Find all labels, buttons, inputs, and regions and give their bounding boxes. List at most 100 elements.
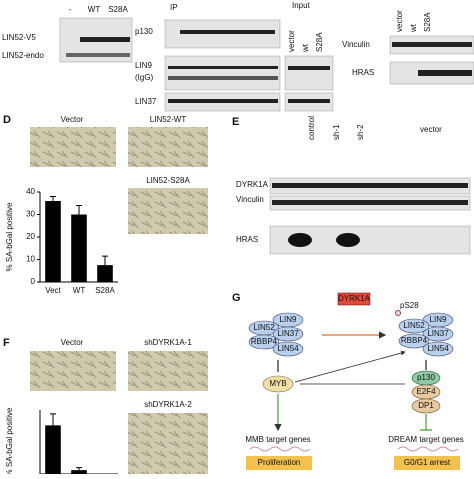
- subunit: [422, 341, 454, 357]
- band: [392, 42, 472, 47]
- bar: [71, 470, 87, 474]
- row-label: LIN9: [135, 61, 152, 70]
- subunit: [398, 318, 430, 334]
- image-label: shDYRK1A-2: [144, 400, 192, 409]
- row-label: p130: [135, 27, 153, 36]
- y-tick-label: 0: [31, 277, 36, 286]
- inhibition: [420, 414, 432, 431]
- subunit-label: LIN54: [277, 344, 299, 353]
- subunit: [422, 326, 454, 342]
- blot: [284, 55, 334, 91]
- panel-b: IP p130 LIN9 (IgG) LIN37 Input vector wt…: [135, 1, 334, 112]
- panel-letter: F: [3, 337, 10, 349]
- band: [288, 233, 312, 247]
- subunit-label: RBBP4: [401, 336, 428, 345]
- bar: [97, 265, 113, 282]
- panel-letter: D: [3, 114, 11, 126]
- arrow: [294, 350, 406, 383]
- band: [80, 37, 130, 42]
- phospho-label: pS28: [400, 301, 419, 310]
- row-label: DYRK1A: [236, 180, 269, 189]
- panel-d: D Vector LIN52-WT LIN52-S28A: [3, 114, 208, 234]
- group-label: vector: [420, 125, 442, 134]
- target-label: DREAM target genes: [388, 435, 464, 444]
- band: [336, 233, 360, 247]
- row-label: Vinculin: [342, 40, 370, 49]
- subunit-label: LIN9: [280, 315, 297, 324]
- band-label: LIN52-V5: [2, 33, 36, 42]
- row-label: LIN37: [135, 97, 157, 106]
- lane-label: wt: [409, 23, 418, 33]
- error-bar: [50, 196, 56, 201]
- y-tick-label: 20: [26, 232, 35, 241]
- micrograph: [128, 127, 208, 167]
- row-label: (IgG): [135, 73, 154, 82]
- row-label: HRAS: [352, 68, 374, 77]
- subunit: [248, 334, 280, 350]
- subunit-label: LIN54: [427, 344, 449, 353]
- error-bar: [102, 255, 108, 266]
- y-axis-label: % SA-bGal positive: [5, 407, 14, 474]
- input-label: Input: [292, 1, 311, 10]
- target-label: MMB target genes: [245, 435, 310, 444]
- bar: [45, 201, 61, 282]
- band: [272, 183, 468, 188]
- image-label: shDYRK1A-1: [144, 338, 192, 347]
- subunit: [272, 341, 304, 357]
- band: [180, 30, 275, 34]
- lane-label: -: [69, 5, 72, 14]
- panel-letter: G: [232, 292, 241, 304]
- subunit-label: LIN37: [277, 329, 299, 338]
- y-tick-label: 10: [26, 255, 35, 264]
- muvb-complex: LIN9 LIN52 LIN37 RBBP4 LIN54: [398, 312, 454, 357]
- error-bar: [76, 205, 82, 215]
- image-label: LIN52-S28A: [146, 176, 190, 185]
- muvb-complex: LIN9 LIN52 LIN37 RBBP4 LIN54: [248, 312, 304, 357]
- bar: [71, 214, 87, 282]
- group-label: sh-2: [356, 124, 365, 140]
- subunit-label: LIN52: [403, 321, 425, 330]
- micrograph: [128, 413, 208, 474]
- x-tick-label: WT: [73, 286, 86, 295]
- subunit-label: RBBP4: [251, 337, 278, 346]
- y-axis-label: % SA-bGal positive: [5, 202, 14, 271]
- band: [288, 66, 330, 70]
- kinase-box: [337, 292, 371, 306]
- subunit-label: LIN9: [430, 315, 447, 324]
- x-tick-label: Vect: [45, 286, 61, 295]
- lane-label: S28A: [315, 32, 324, 52]
- bar: [45, 425, 61, 474]
- myb: [262, 375, 294, 393]
- subunit-label: LIN52: [253, 323, 275, 332]
- image-label: Vector: [61, 115, 84, 124]
- ip-label: IP: [170, 3, 178, 12]
- lane-label: wt: [301, 43, 310, 53]
- micrograph: [30, 351, 116, 391]
- phospho-site: [395, 310, 401, 316]
- x-tick-label: S28A: [95, 286, 115, 295]
- error-bar: [76, 467, 82, 471]
- outcome-box: [394, 456, 460, 470]
- band: [168, 76, 278, 80]
- subunit: [272, 326, 304, 342]
- outcome-label: Proliferation: [258, 458, 301, 467]
- dream-label: E2F4: [416, 387, 436, 396]
- dna: [249, 446, 311, 452]
- band: [168, 99, 278, 103]
- y-tick-label: 40: [26, 187, 35, 196]
- micrograph: [128, 188, 208, 234]
- lane-label: vector: [395, 10, 404, 32]
- band: [418, 70, 472, 76]
- band: [66, 53, 130, 57]
- row-label: Vinculin: [236, 195, 264, 204]
- image-label: Vector: [61, 338, 84, 347]
- lane-label: S28A: [423, 12, 432, 32]
- band: [272, 200, 468, 205]
- micrograph: [128, 351, 208, 391]
- lane-label: WT: [88, 5, 101, 14]
- lane-label: vector: [287, 30, 296, 52]
- lane-label: S28A: [108, 5, 128, 14]
- panel-letter: E: [232, 116, 239, 128]
- y-tick-label: 30: [26, 210, 35, 219]
